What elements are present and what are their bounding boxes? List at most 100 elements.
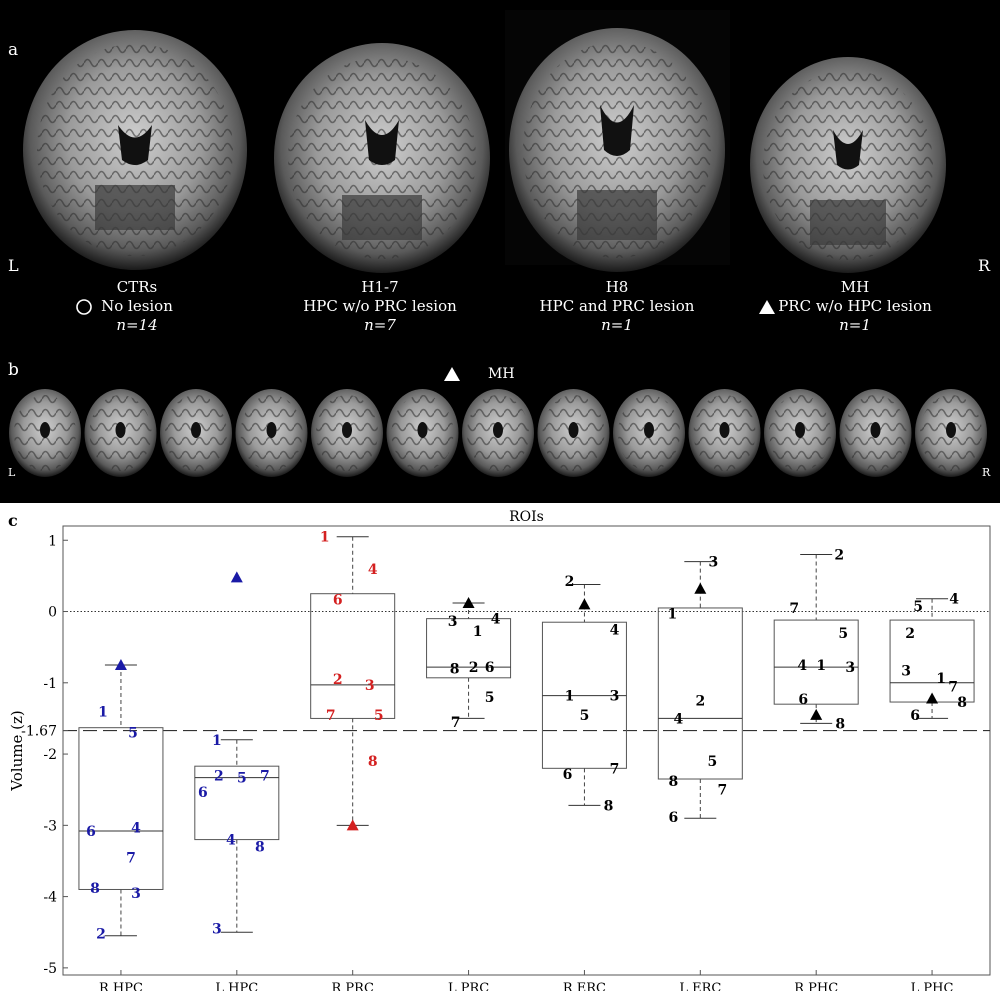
patient-point-label: 8: [368, 754, 378, 770]
patient-point-label: 7: [610, 761, 620, 777]
group-n: n=7: [364, 316, 396, 334]
mh-marker: [926, 692, 939, 704]
patient-point-label: 5: [128, 726, 138, 742]
patient-point-label: 7: [326, 708, 336, 724]
group-name: H1-7: [361, 278, 399, 296]
x-tick-label: L PRC: [448, 981, 489, 991]
box-r-hpc: 1 2 3 4 5 6 7 8: [78, 658, 164, 943]
volume-chart-panel: c ROIs Volume (z) 1 0 -1 -2 -3 -4 -5 -1.67 R HPC…: [0, 503, 1000, 991]
mh-marker: [810, 708, 823, 720]
box-iqr: [78, 727, 164, 890]
patient-point-label: 2: [695, 694, 705, 710]
slice-image: [84, 389, 157, 477]
group-name: MH: [840, 278, 870, 296]
slice-image: [160, 389, 232, 477]
y-axis-label: Volume (z): [8, 710, 26, 791]
patient-point-label: 3: [845, 660, 855, 676]
mri-panels: a: [0, 0, 1000, 503]
patient-point-label: 2: [333, 672, 343, 688]
patient-point-label: 7: [789, 601, 799, 617]
group-n: n=1: [601, 316, 633, 334]
box-l-prc: 1 2 3 4 5 6 7 8: [426, 596, 512, 731]
patient-point-label: 3: [610, 689, 620, 705]
patient-point-label: 2: [96, 927, 106, 943]
patient-point-label: 8: [604, 798, 614, 814]
y-tick-label: -5: [43, 961, 57, 977]
x-tick-label: L ERC: [679, 981, 721, 991]
patient-point-label: 4: [226, 833, 236, 849]
y-tick-label: 0: [48, 605, 57, 621]
patient-point-label: 6: [198, 785, 208, 801]
group-n: n=14: [116, 316, 158, 334]
patient-point-label: 1: [816, 658, 826, 674]
left-marker: L: [8, 256, 19, 275]
box-r-erc: 1 2 3 4 5 6 7 8: [541, 574, 627, 814]
patient-point-label: 6: [563, 767, 573, 783]
box-r-prc: 1 2 3 4 5 6 7 8: [310, 530, 396, 831]
mh-marker: [346, 819, 359, 831]
slice-image: [386, 389, 459, 477]
group-description: PRC w/o HPC lesion: [778, 297, 932, 315]
x-tick-label: R PRC: [331, 981, 373, 991]
group-h1-7: H1-7 HPC w/o PRC lesion n=7: [265, 278, 495, 335]
mh-marker: [694, 582, 707, 594]
x-tick-label: L PHC: [911, 981, 954, 991]
box-iqr: [889, 619, 975, 703]
scan-mh: [750, 57, 946, 273]
patient-point-label: 1: [320, 530, 330, 546]
patient-point-label: 1: [936, 671, 946, 687]
scan-ctrs: [23, 30, 247, 270]
group-description: HPC w/o PRC lesion: [303, 297, 457, 315]
plot-frame: [62, 525, 991, 976]
patient-point-label: 2: [905, 626, 915, 642]
patient-point-label: 8: [90, 881, 100, 897]
patient-point-label: 5: [838, 626, 848, 642]
patient-point-label: 8: [957, 695, 967, 711]
patient-point-label: 6: [798, 692, 808, 708]
y-tick-label: -1: [43, 676, 57, 692]
triangle-icon: [444, 367, 460, 381]
patient-point-label: 3: [131, 886, 141, 902]
box-l-erc: 1 2 3 4 5 6 7 8: [657, 555, 743, 826]
patient-point-label: 1: [473, 624, 483, 640]
x-tick-label: R HPC: [99, 981, 143, 991]
patient-point-label: 3: [365, 678, 375, 694]
volume-boxplot: ROIs Volume (z) 1 0 -1 -2 -3 -4 -5 -1.67 R HPC L …: [8, 509, 991, 991]
box-r-phc: 1 2 3 4 5 6 7 8: [773, 548, 859, 732]
panel-b-caption: MH: [488, 366, 515, 382]
box-l-phc: 1 2 3 4 5 6 78: [889, 592, 975, 724]
slice-image: [915, 389, 987, 477]
scan-h1-7: [274, 43, 490, 273]
y-tick-label: -4: [43, 890, 57, 906]
y-tick-label: 1: [48, 533, 57, 549]
patient-point-label: 8: [835, 716, 845, 732]
patient-point-label: 1: [212, 733, 222, 749]
slice-image: [537, 389, 610, 477]
triangle-icon: [759, 300, 775, 314]
patient-point-label: 5: [374, 708, 384, 724]
slice-left-marker: L: [8, 466, 16, 479]
slice-right-marker: R: [982, 466, 991, 479]
slice-image: [688, 389, 761, 477]
patient-point-label: 7: [260, 768, 270, 784]
group-h8: H8 HPC and PRC lesion n=1: [502, 278, 732, 335]
patient-point-label: 3: [901, 664, 911, 680]
slice-image: [462, 389, 534, 477]
right-marker: R: [978, 256, 991, 275]
group-name: H8: [605, 278, 629, 296]
patient-point-label: 8: [668, 774, 678, 790]
scan-h8: [505, 10, 730, 272]
patient-point-label: 4: [491, 612, 501, 628]
patient-point-label: 8: [450, 662, 460, 678]
circle-icon: [76, 299, 92, 315]
mri-images: [9, 10, 987, 477]
patient-point-label: 5: [237, 771, 247, 787]
x-tick-label: R ERC: [563, 981, 606, 991]
patient-point-label: 6: [485, 660, 495, 676]
group-ctrs: CTRs No lesion n=14: [22, 278, 252, 335]
slice-image: [613, 389, 685, 477]
slice-series: [9, 389, 987, 477]
patient-point-label: 7: [948, 679, 958, 695]
patient-point-label: 5: [707, 754, 717, 770]
box-iqr: [310, 593, 396, 719]
